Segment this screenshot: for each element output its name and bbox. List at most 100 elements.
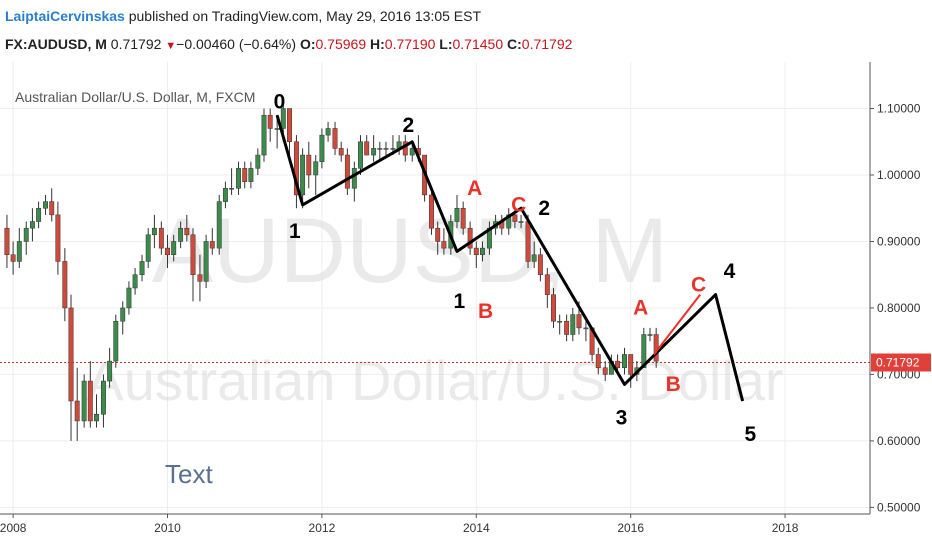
candle bbox=[216, 194, 222, 255]
candle bbox=[537, 248, 543, 282]
candle bbox=[190, 228, 196, 302]
candle bbox=[197, 254, 203, 302]
candle bbox=[544, 268, 550, 308]
candle bbox=[332, 121, 338, 156]
low-value: 0.71450 bbox=[452, 36, 504, 52]
candle-body bbox=[570, 314, 576, 335]
candle bbox=[435, 221, 441, 255]
candle-body bbox=[512, 214, 518, 222]
candle-body bbox=[29, 221, 35, 229]
candle bbox=[595, 347, 601, 375]
candle-body bbox=[190, 234, 196, 275]
y-axis: 1.100001.000000.900000.800000.700000.600… bbox=[870, 102, 921, 514]
candle bbox=[293, 135, 299, 209]
candle-body bbox=[564, 320, 570, 335]
close-value: 0.71792 bbox=[521, 36, 573, 52]
candle-body bbox=[184, 227, 190, 236]
candle bbox=[313, 155, 319, 195]
low-label: L: bbox=[439, 36, 453, 52]
symbol-label[interactable]: FX:AUDUSD, M bbox=[5, 36, 107, 52]
candle-body bbox=[647, 334, 653, 336]
candle-body bbox=[43, 201, 48, 209]
candle-body bbox=[145, 234, 151, 262]
candle bbox=[480, 241, 485, 262]
wave-label: 2 bbox=[538, 197, 550, 220]
chart-header: LaiptaiCervinskas published on TradingVi… bbox=[0, 0, 932, 62]
last-price-label: 0.71792 bbox=[876, 356, 920, 370]
candle bbox=[319, 128, 325, 169]
wave-label: 0 bbox=[274, 91, 286, 114]
candle bbox=[165, 234, 170, 269]
candle-body bbox=[242, 168, 248, 182]
candle-body bbox=[344, 154, 350, 189]
candle-body bbox=[300, 154, 306, 196]
candle bbox=[564, 314, 570, 342]
y-tick-label: 0.60000 bbox=[877, 434, 921, 448]
candle-body bbox=[255, 154, 261, 169]
open-label: O: bbox=[299, 36, 316, 52]
candle-body bbox=[139, 261, 145, 275]
chart-title: Australian Dollar/U.S. Dollar, M, FXCM bbox=[15, 89, 255, 105]
y-axis-panel bbox=[870, 62, 932, 550]
candle-body bbox=[87, 380, 93, 422]
x-tick-label: 2008 bbox=[0, 521, 27, 535]
author-link[interactable]: LaiptaiCervinskas bbox=[5, 8, 125, 24]
down-arrow-icon: ▼ bbox=[165, 40, 177, 52]
candle bbox=[107, 347, 113, 388]
candle-body bbox=[602, 367, 608, 375]
candle bbox=[371, 135, 377, 162]
ohlc-line: FX:AUDUSD, M 0.71792 ▼−0.00460 (−0.64%) … bbox=[5, 36, 572, 52]
x-tick-label: 2018 bbox=[772, 521, 799, 535]
candle-body bbox=[171, 241, 177, 256]
candle bbox=[358, 135, 363, 175]
price-chart[interactable]: AUDUSD, M Australian Dollar/U.S. Dollar … bbox=[0, 62, 932, 550]
candle-body bbox=[313, 161, 319, 176]
watermark-name: Australian Dollar/U.S. Dollar bbox=[86, 349, 783, 412]
publish-line: LaiptaiCervinskas published on TradingVi… bbox=[5, 8, 481, 24]
candle-body bbox=[62, 261, 68, 309]
candle bbox=[557, 314, 563, 335]
candle bbox=[242, 161, 248, 189]
candle-body bbox=[293, 141, 299, 196]
open-value: 0.75969 bbox=[315, 36, 367, 52]
candle-body bbox=[409, 148, 415, 156]
candle bbox=[551, 288, 556, 328]
candle bbox=[383, 141, 389, 156]
candle bbox=[126, 281, 132, 315]
candle bbox=[145, 228, 151, 269]
candle-body bbox=[518, 221, 524, 223]
wave-label: C bbox=[691, 273, 706, 296]
candle-body bbox=[622, 354, 627, 369]
candle bbox=[287, 108, 292, 156]
candle-body bbox=[248, 168, 254, 182]
candle-body bbox=[74, 400, 80, 422]
candle bbox=[647, 327, 653, 342]
candle bbox=[36, 201, 42, 229]
wave-line bbox=[653, 293, 701, 356]
candle-body bbox=[435, 227, 441, 242]
published-text: published on TradingView.com, May 29, 20… bbox=[128, 8, 482, 24]
candle-body bbox=[537, 254, 543, 275]
candle bbox=[518, 214, 524, 229]
y-tick-label: 0.50000 bbox=[877, 500, 921, 514]
candle-body bbox=[319, 134, 325, 162]
candle bbox=[113, 314, 119, 368]
wave-label: A bbox=[633, 297, 648, 320]
candle bbox=[68, 294, 74, 441]
candle-body bbox=[68, 307, 74, 402]
candle bbox=[171, 234, 177, 262]
candle-body bbox=[280, 108, 286, 129]
candle bbox=[203, 234, 209, 288]
candle-body bbox=[107, 360, 113, 382]
wave-label: C bbox=[511, 194, 526, 217]
candle bbox=[49, 188, 55, 222]
last-price: 0.71792 bbox=[110, 36, 162, 52]
candle-body bbox=[222, 188, 228, 202]
candle-body bbox=[16, 241, 22, 262]
candle bbox=[94, 394, 99, 428]
candle bbox=[55, 201, 61, 275]
candle bbox=[622, 347, 627, 375]
candle-body bbox=[165, 247, 170, 256]
wave-label: 3 bbox=[616, 406, 628, 429]
candle-body bbox=[338, 148, 344, 156]
